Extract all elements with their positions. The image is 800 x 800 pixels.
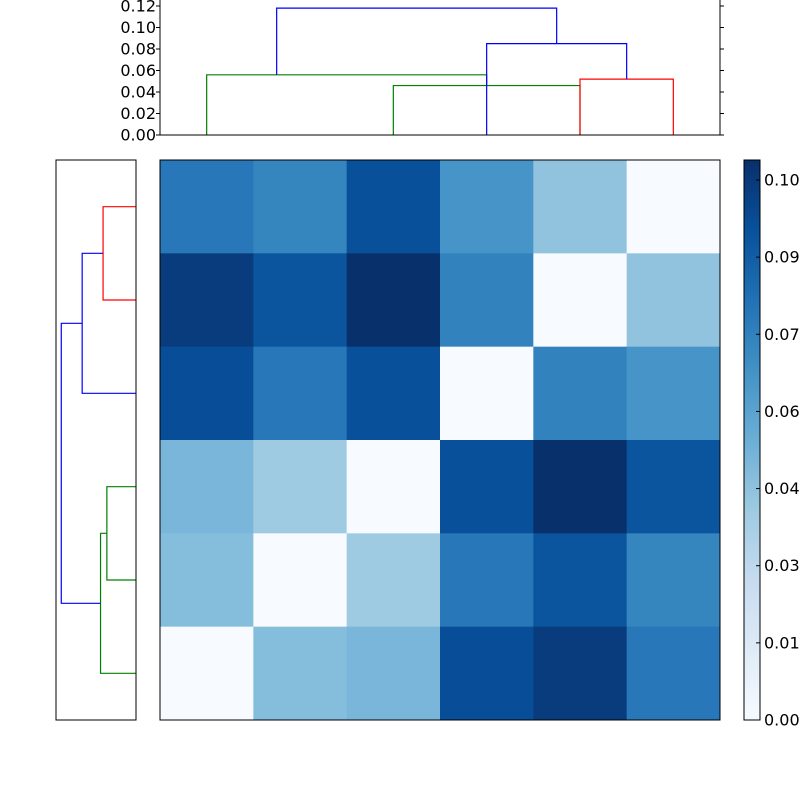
heatmap-cell (440, 346, 534, 441)
heatmap-cell (626, 160, 721, 254)
heatmap-cell (440, 440, 534, 534)
colorbar-tick-label: 0.10 (764, 171, 800, 190)
top-dendrogram-ytick-label: 0.02 (120, 104, 156, 123)
colorbar-tick-label: 0.09 (764, 248, 800, 267)
top-dendrogram-link (276, 7, 558, 75)
colorbar-tick-label: 0.04 (764, 479, 800, 498)
heatmap-cell (440, 253, 534, 348)
heatmap-cell (440, 626, 534, 721)
colorbar-tick-label: 0.06 (764, 402, 800, 421)
heatmap-cell (346, 626, 441, 721)
heatmap-cell (533, 346, 628, 441)
top-dendrogram-ytick-label: 0.08 (120, 40, 156, 59)
top-dendrogram-y-axis: 0.00 0.02 0.04 0.06 0.08 0.10 0.12 (120, 0, 724, 145)
heatmap-cell (533, 533, 628, 628)
colorbar-gradient (743, 159, 761, 721)
heatmap-cell (533, 253, 628, 348)
heatmap-cell (346, 346, 441, 441)
heatmap-cell (160, 440, 254, 534)
heatmap-cell (346, 253, 441, 348)
heatmap-cell (626, 440, 721, 534)
heatmap-cell (626, 253, 721, 348)
top-dendrogram-links (206, 7, 674, 135)
heatmap (159, 159, 721, 721)
heatmap-cell (253, 346, 348, 441)
heatmap-cell (440, 533, 534, 628)
heatmap-cell (533, 160, 628, 254)
heatmap-cell (253, 626, 348, 721)
heatmap-cell (160, 253, 254, 348)
heatmap-cell (160, 533, 254, 628)
heatmap-cell (626, 533, 721, 628)
heatmap-cell (346, 440, 441, 534)
top-dendrogram-ytick-label: 0.06 (120, 61, 156, 80)
top-dendrogram: 0.00 0.02 0.04 0.06 0.08 0.10 0.12 (120, 0, 724, 145)
top-dendrogram-ytick-label: 0.00 (120, 126, 156, 145)
heatmap-cell (626, 346, 721, 441)
heatmap-cells (160, 160, 721, 721)
left-dendrogram-link (60, 322, 101, 604)
heatmap-cell (346, 160, 441, 254)
heatmap-cell (440, 160, 534, 254)
heatmap-cell (253, 253, 348, 348)
heatmap-cell (160, 160, 254, 254)
heatmap-cell (533, 440, 628, 534)
heatmap-frame (159, 159, 721, 721)
heatmap-cell (253, 533, 348, 628)
heatmap-cell (626, 626, 721, 721)
colorbar-ticks: 0.00 0.01 0.03 0.04 0.06 0.07 0.09 0.10 (756, 171, 800, 730)
top-dendrogram-ytick-label: 0.04 (120, 83, 156, 102)
top-dendrogram-frame (159, 0, 721, 136)
left-dendrogram-links (60, 206, 136, 674)
colorbar-tick-label: 0.03 (764, 556, 800, 575)
heatmap-cell (253, 440, 348, 534)
colorbar-tick-label: 0.01 (764, 633, 800, 652)
colorbar: 0.00 0.01 0.03 0.04 0.06 0.07 0.09 0.10 (743, 159, 800, 730)
left-dendrogram-frame (55, 159, 137, 721)
heatmap-cell (533, 626, 628, 721)
heatmap-cell (160, 346, 254, 441)
heatmap-cell (253, 160, 348, 254)
heatmap-cell (346, 533, 441, 628)
top-dendrogram-ytick-label: 0.10 (120, 18, 156, 37)
top-dendrogram-ytick-label: 0.12 (120, 0, 156, 16)
left-dendrogram (55, 159, 137, 721)
heatmap-cell (160, 626, 254, 721)
colorbar-tick-label: 0.00 (764, 711, 800, 730)
colorbar-tick-label: 0.07 (764, 325, 800, 344)
